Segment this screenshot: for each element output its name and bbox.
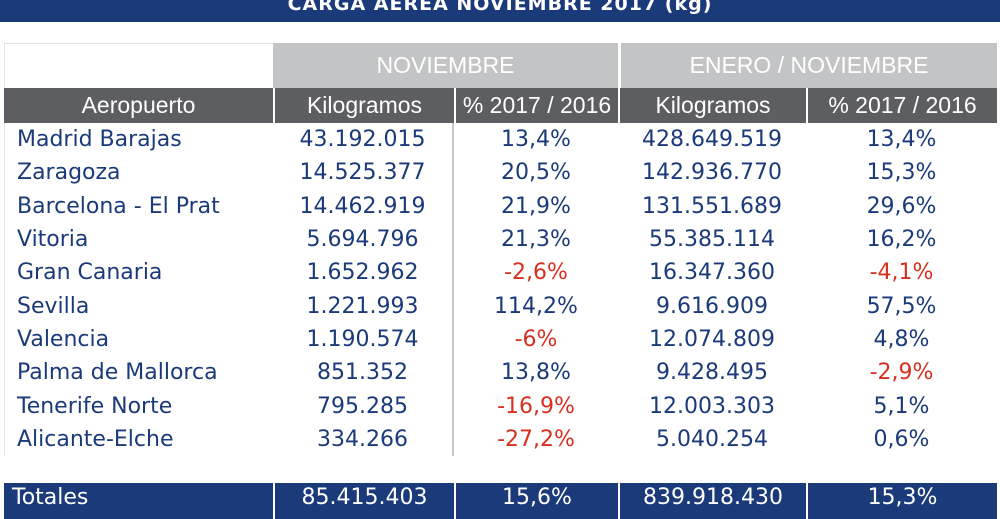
cargo-table: NOVIEMBRE ENERO / NOVIEMBRE Aeropuerto K… bbox=[4, 43, 998, 519]
table-row: Madrid Barajas 43.192.015 13,4% 428.649.519… bbox=[4, 123, 997, 157]
cell-kg-ytd: 428.649.519 bbox=[642, 127, 782, 153]
cell-pct-ytd: 0,6% bbox=[873, 426, 930, 452]
cell-kg-ytd: 9.616.909 bbox=[656, 293, 768, 319]
cell-pct-month: 13,8% bbox=[501, 360, 571, 386]
group-header-ytd: ENERO / NOVIEMBRE bbox=[618, 43, 998, 88]
totals-label: Totales bbox=[4, 482, 273, 519]
col-header-kg-month: Kilogramos bbox=[273, 88, 454, 123]
table-row: Sevilla 1.221.993 114,2% 9.616.909 57,5% bbox=[4, 289, 997, 323]
cell-kg-month: 795.285 bbox=[273, 389, 454, 423]
cell-kg-month: 43.192.015 bbox=[273, 123, 454, 157]
cell-pct-month: -6% bbox=[514, 326, 558, 352]
group-header-month: NOVIEMBRE bbox=[273, 43, 618, 88]
totals-kg-ytd: 839.918.430 bbox=[618, 482, 806, 519]
cell-pct-ytd: 15,3% bbox=[866, 160, 937, 186]
table-row: Alicante-Elche 334.266 -27,2% 5.040.254 0,6% bbox=[4, 422, 997, 456]
cell-pct-month: 114,2% bbox=[494, 293, 578, 319]
cell-pct-month: -16,9% bbox=[497, 393, 575, 419]
cell-pct-ytd: -2,9% bbox=[869, 360, 934, 386]
table-row: Tenerife Norte 795.285 -16,9% 12.003.303 5,1… bbox=[4, 389, 997, 423]
cell-kg-month: 851.352 bbox=[273, 356, 454, 390]
cell-pct-month: 21,3% bbox=[501, 227, 571, 253]
cell-airport: Sevilla bbox=[4, 289, 273, 323]
cell-airport: Tenerife Norte bbox=[4, 389, 273, 423]
totals-pct-ytd: 15,3% bbox=[806, 482, 998, 519]
table-row: Barcelona - El Prat 14.462.919 21,9% 131.55… bbox=[4, 189, 997, 223]
cell-airport: Zaragoza bbox=[4, 156, 273, 190]
cell-pct-ytd: 4,8% bbox=[873, 326, 930, 352]
cell-airport: Barcelona - El Prat bbox=[4, 189, 273, 223]
cell-airport: Madrid Barajas bbox=[4, 123, 273, 157]
cell-airport: Valencia bbox=[4, 322, 273, 357]
table-row: Valencia 1.190.574 -6% 12.074.809 4,8% bbox=[4, 322, 997, 357]
cell-airport: Palma de Mallorca bbox=[4, 356, 273, 390]
cell-kg-month: 334.266 bbox=[273, 422, 454, 456]
cell-kg-ytd: 55.385.114 bbox=[649, 227, 775, 253]
cell-kg-month: 1.221.993 bbox=[273, 289, 454, 323]
cell-pct-ytd: 29,6% bbox=[866, 193, 937, 219]
cell-pct-ytd: 16,2% bbox=[866, 227, 937, 253]
cell-pct-ytd: 13,4% bbox=[866, 127, 937, 153]
cell-kg-ytd: 5.040.254 bbox=[656, 426, 768, 452]
cell-pct-month: 13,4% bbox=[501, 127, 571, 153]
table-row: Gran Canaria 1.652.962 -2,6% 16.347.360 -4,1… bbox=[4, 256, 997, 290]
cell-kg-month: 1.190.574 bbox=[273, 322, 454, 357]
cell-airport: Vitoria bbox=[4, 222, 273, 257]
spacer-row bbox=[4, 456, 997, 483]
cell-pct-month: 21,9% bbox=[501, 193, 571, 219]
col-header-airport: Aeropuerto bbox=[4, 88, 273, 123]
cell-kg-month: 1.652.962 bbox=[273, 256, 454, 290]
table-row: Zaragoza 14.525.377 20,5% 142.936.770 15,3% bbox=[4, 156, 997, 190]
cell-kg-month: 14.462.919 bbox=[273, 189, 454, 223]
col-header-kg-ytd: Kilogramos bbox=[618, 88, 806, 123]
cell-kg-month: 5.694.796 bbox=[273, 222, 454, 257]
cell-airport: Alicante-Elche bbox=[4, 422, 273, 456]
cell-kg-ytd: 9.428.495 bbox=[656, 360, 768, 386]
totals-row: Totales 85.415.403 15,6% 839.918.430 15,… bbox=[4, 482, 998, 519]
cell-kg-ytd: 12.074.809 bbox=[649, 326, 775, 352]
cell-kg-month: 14.525.377 bbox=[273, 156, 454, 190]
col-header-pct-ytd: % 2017 / 2016 bbox=[806, 88, 998, 123]
cell-kg-ytd: 142.936.770 bbox=[642, 160, 782, 186]
group-header-blank bbox=[4, 43, 273, 88]
cell-airport: Gran Canaria bbox=[4, 256, 273, 290]
cell-pct-month: -2,6% bbox=[504, 260, 568, 286]
cell-pct-ytd: 5,1% bbox=[873, 393, 930, 419]
table-row: Palma de Mallorca 851.352 13,8% 9.428.495 -2… bbox=[4, 356, 997, 390]
cell-kg-ytd: 12.003.303 bbox=[649, 393, 775, 419]
page-title: CARGA AÉREA NOVIEMBRE 2017 (kg) bbox=[0, 0, 1000, 22]
cell-pct-ytd: 57,5% bbox=[866, 293, 937, 319]
cell-pct-ytd: -4,1% bbox=[869, 260, 934, 286]
column-header-row: Aeropuerto Kilogramos % 2017 / 2016 Kilo… bbox=[4, 88, 998, 123]
totals-pct-month: 15,6% bbox=[454, 482, 618, 519]
table-row: Vitoria 5.694.796 21,3% 55.385.114 16,2% bbox=[4, 222, 997, 257]
group-header-row: NOVIEMBRE ENERO / NOVIEMBRE bbox=[4, 43, 998, 88]
cell-kg-ytd: 131.551.689 bbox=[642, 193, 782, 219]
totals-kg-month: 85.415.403 bbox=[273, 482, 454, 519]
col-header-pct-month: % 2017 / 2016 bbox=[454, 88, 618, 123]
cell-kg-ytd: 16.347.360 bbox=[649, 260, 775, 286]
cell-pct-month: 20,5% bbox=[501, 160, 571, 186]
cell-pct-month: -27,2% bbox=[497, 426, 575, 452]
